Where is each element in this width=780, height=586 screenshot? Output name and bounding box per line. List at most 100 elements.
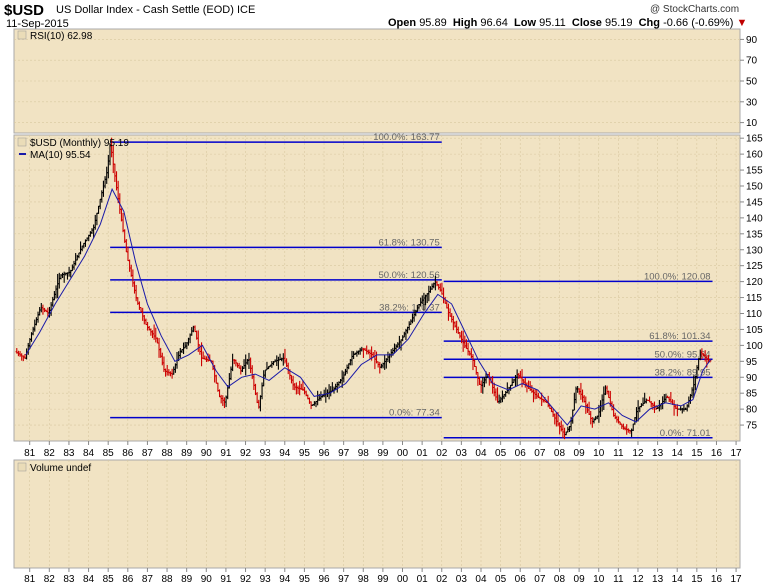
x-tick-label: 93 bbox=[260, 448, 272, 459]
chg-label: Chg bbox=[638, 17, 660, 29]
x-tick-label: 11 bbox=[613, 448, 624, 459]
y-tick-label: 115 bbox=[746, 293, 762, 304]
open-label: Open bbox=[388, 17, 417, 29]
x-tick-label: 87 bbox=[142, 448, 154, 459]
price-y-axis: 165 160 155 150 145 140 135 130 125 120 115 110 105 1… bbox=[740, 134, 763, 432]
x-tick-label: 91 bbox=[220, 448, 232, 459]
x-tick-label: 89 bbox=[181, 574, 193, 585]
x-tick-label: 96 bbox=[318, 574, 330, 585]
rsi-settings-icon[interactable] bbox=[17, 30, 27, 40]
x-tick-label: 82 bbox=[44, 574, 56, 585]
volume-settings-icon[interactable] bbox=[17, 462, 27, 472]
symbol-label: $USD bbox=[4, 2, 45, 19]
x-tick-label: 03 bbox=[456, 448, 468, 459]
x-tick-label: 85 bbox=[103, 574, 115, 585]
y-tick-label: 140 bbox=[746, 213, 763, 224]
x-tick-label: 01 bbox=[417, 448, 429, 459]
x-tick-label: 99 bbox=[377, 574, 389, 585]
x-tick-label: 88 bbox=[161, 574, 173, 585]
y-tick-label: 165 bbox=[746, 134, 763, 145]
x-tick-label: 11 bbox=[613, 574, 624, 585]
y-tick-label: 75 bbox=[746, 421, 758, 432]
x-tick-label: 96 bbox=[318, 448, 330, 459]
x-tick-label: 17 bbox=[731, 574, 743, 585]
volume-grid bbox=[29, 460, 737, 568]
x-tick-label: 86 bbox=[122, 574, 134, 585]
x-tick-label: 12 bbox=[632, 448, 644, 459]
rsi-tick-label: 30 bbox=[746, 97, 758, 108]
x-tick-label: 16 bbox=[711, 574, 723, 585]
fib-level-label: 50.0%: 95.64 bbox=[655, 349, 711, 360]
fib-level-label: 38.2%: 89.95 bbox=[655, 367, 711, 378]
x-tick-label: 90 bbox=[201, 574, 213, 585]
x-tick-label: 13 bbox=[652, 574, 664, 585]
y-tick-label: 130 bbox=[746, 245, 763, 256]
x-tick-label: 99 bbox=[377, 448, 389, 459]
rsi-tick-label: 10 bbox=[746, 118, 758, 129]
fib-level-label: 61.8%: 130.75 bbox=[378, 237, 439, 248]
x-tick-label: 02 bbox=[436, 574, 448, 585]
x-tick-label: 06 bbox=[515, 448, 527, 459]
chg-value: -0.66 (-0.69%) bbox=[663, 17, 734, 29]
x-tick-label: 14 bbox=[672, 574, 684, 585]
low-label: Low bbox=[514, 17, 537, 29]
x-tick-label: 95 bbox=[299, 574, 311, 585]
x-tick-label: 07 bbox=[534, 448, 546, 459]
x-tick-label: 94 bbox=[279, 448, 291, 459]
price-grid bbox=[14, 135, 740, 441]
price-bars bbox=[15, 137, 712, 440]
volume-panel bbox=[13, 459, 741, 569]
x-tick-label: 83 bbox=[63, 574, 75, 585]
x-tick-label: 09 bbox=[574, 574, 586, 585]
y-tick-label: 125 bbox=[746, 261, 763, 272]
x-tick-label: 97 bbox=[338, 448, 350, 459]
high-value: 96.64 bbox=[480, 17, 508, 29]
x-tick-label: 92 bbox=[240, 574, 252, 585]
price-settings-icon[interactable] bbox=[17, 137, 27, 147]
y-tick-label: 100 bbox=[746, 341, 763, 352]
y-tick-label: 90 bbox=[746, 373, 758, 384]
x-tick-label: 15 bbox=[691, 574, 703, 585]
x-tick-label: 86 bbox=[122, 448, 134, 459]
x-tick-label: 17 bbox=[731, 448, 743, 459]
open-value: 95.89 bbox=[419, 17, 447, 29]
x-tick-label: 84 bbox=[83, 448, 95, 459]
ohlc-readout: Open 95.89 High 96.64 Low 95.11 Close 95… bbox=[388, 17, 747, 29]
x-tick-label: 01 bbox=[417, 574, 429, 585]
x-tick-label: 12 bbox=[632, 574, 644, 585]
x-tick-label: 88 bbox=[161, 448, 173, 459]
x-tick-label: 98 bbox=[358, 574, 370, 585]
x-tick-label: 05 bbox=[495, 574, 507, 585]
y-tick-label: 160 bbox=[746, 150, 763, 161]
x-tick-label: 91 bbox=[220, 574, 232, 585]
fib-level-label: 0.0%: 77.34 bbox=[389, 408, 440, 419]
close-value: 95.19 bbox=[604, 17, 633, 29]
chart-date: 11-Sep-2015 bbox=[6, 18, 69, 30]
x-tick-label: 92 bbox=[240, 448, 252, 459]
x-axis-top: 81 82 83 84 85 86 87 88 89 90 91 92 93 94 95 96 97 98 99 00… bbox=[24, 441, 742, 459]
x-tick-label: 87 bbox=[142, 574, 154, 585]
stockcharts-credit[interactable]: @ StockCharts.com bbox=[650, 4, 740, 15]
y-tick-label: 145 bbox=[746, 197, 763, 208]
y-tick-label: 155 bbox=[746, 166, 763, 177]
x-tick-label: 00 bbox=[397, 448, 409, 459]
x-tick-label: 83 bbox=[63, 448, 75, 459]
x-tick-label: 00 bbox=[397, 574, 409, 585]
x-tick-label: 15 bbox=[691, 448, 703, 459]
fib-level-label: 100.0%: 120.08 bbox=[644, 271, 711, 282]
high-label: High bbox=[452, 17, 478, 29]
x-tick-label: 13 bbox=[652, 448, 664, 459]
x-tick-label: 97 bbox=[338, 574, 350, 585]
x-tick-label: 90 bbox=[201, 448, 213, 459]
y-tick-label: 85 bbox=[746, 389, 758, 400]
fib-level-label: 100.0%: 163.77 bbox=[373, 132, 440, 143]
x-tick-label: 81 bbox=[24, 574, 36, 585]
close-label: Close bbox=[571, 17, 602, 29]
x-tick-label: 10 bbox=[593, 448, 605, 459]
x-tick-label: 93 bbox=[260, 574, 272, 585]
x-tick-label: 14 bbox=[672, 448, 684, 459]
price-legend: $USD (Monthly) 95.19 bbox=[30, 138, 129, 149]
x-tick-label: 85 bbox=[103, 448, 115, 459]
